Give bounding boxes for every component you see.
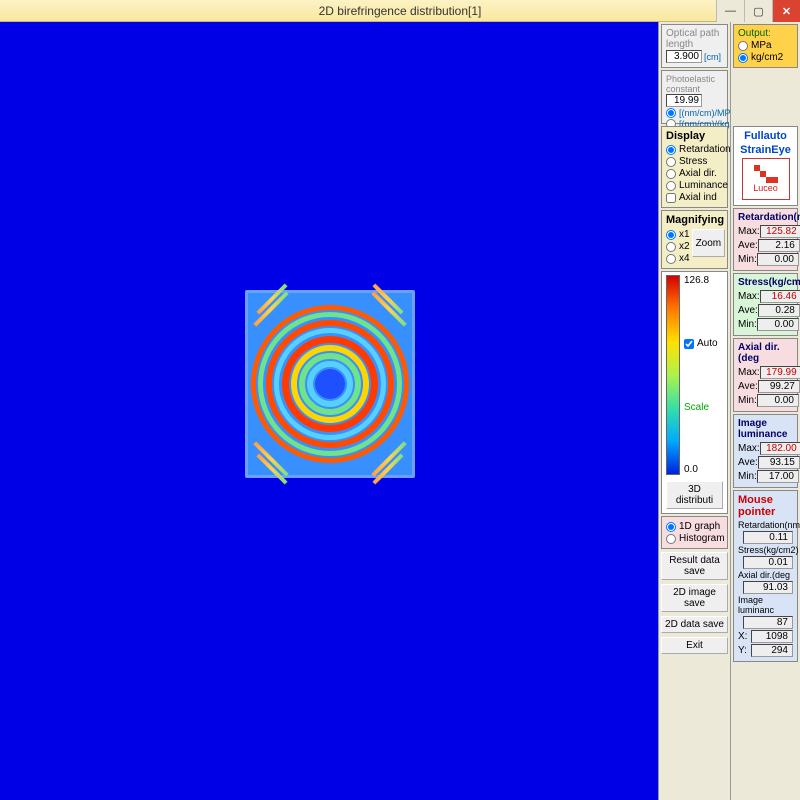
display-panel: Display Retardation Stress Axial dir. Lu… (661, 126, 728, 208)
stress-stats: Stress(kg/cm2) Max:16.46 Ave:0.28 Min:0.… (733, 273, 798, 336)
mag-x2-radio[interactable] (666, 242, 676, 252)
display-title: Display (666, 130, 723, 142)
window-title: 2D birefringence distribution[1] (319, 4, 482, 18)
optical-path-label: Optical path length (666, 28, 723, 50)
magnifying-title: Magnifying (666, 214, 723, 226)
3d-distribution-button[interactable]: 3D distributi (666, 481, 723, 509)
optical-path-panel: Optical path length [cm] (661, 24, 728, 68)
mag-x4-radio[interactable] (666, 254, 676, 264)
mouse-lum: 87 (743, 616, 793, 629)
scale-max: 126.8 (684, 275, 709, 286)
axial-stats: Axial dir.(deg Max:179.99 Ave:99.27 Min:… (733, 338, 798, 412)
luceo-logo: Luceo (742, 158, 790, 200)
exit-button[interactable]: Exit (661, 637, 728, 654)
scale-panel: 126.8 Auto Scale 0.0 3D distributi (661, 271, 728, 514)
close-button[interactable]: ✕ (772, 0, 800, 22)
stress-ave: 0.28 (758, 304, 800, 317)
retardation-stats: Retardation(nm Max:125.82 Ave:2.16 Min:0… (733, 208, 798, 271)
axial-ave: 99.27 (758, 380, 800, 393)
histogram-radio[interactable] (666, 534, 676, 544)
mouse-stress: 0.01 (743, 556, 793, 569)
graph-panel: 1D graph Histogram (661, 516, 728, 549)
retard-max: 125.82 (760, 225, 800, 238)
unit-mpa-radio[interactable] (666, 108, 676, 118)
2d-data-save-button[interactable]: 2D data save (661, 616, 728, 633)
retard-ave: 2.16 (758, 239, 800, 252)
lum-ave: 93.15 (758, 456, 800, 469)
maximize-button[interactable]: ▢ (744, 0, 772, 22)
zoom-button[interactable]: Zoom (692, 229, 726, 257)
output-mpa-radio[interactable] (738, 41, 748, 51)
magnifying-panel: Magnifying x1 x2 x4 Zoom (661, 210, 728, 269)
luminance-stats: Image luminance Max:182.00 Ave:93.15 Min… (733, 414, 798, 488)
minimize-button[interactable]: — (716, 0, 744, 22)
title-bar: 2D birefringence distribution[1] — ▢ ✕ (0, 0, 800, 22)
output-label: Output: (738, 28, 793, 39)
mag-x1-radio[interactable] (666, 230, 676, 240)
optical-unit: [cm] (704, 52, 721, 62)
photoelastic-panel: Photoelastic constant [(nm/cm)/MPa] [(nm… (661, 70, 728, 124)
photoelastic-label: Photoelastic constant (666, 74, 723, 94)
stress-max: 16.46 (760, 290, 800, 303)
scale-min: 0.0 (684, 464, 698, 475)
display-stress-radio[interactable] (666, 157, 676, 167)
mouse-pointer-panel: Mouse pointer Retardation(nm 0.11 Stress… (733, 490, 798, 662)
result-save-button[interactable]: Result data save (661, 552, 728, 580)
mouse-axial: 91.03 (743, 581, 793, 594)
brand-line1: Fullauto (738, 130, 793, 142)
photoelastic-input[interactable] (666, 94, 702, 107)
brand-line2: StrainEye (738, 144, 793, 156)
retard-min: 0.00 (757, 253, 799, 266)
display-retardation-radio[interactable] (666, 145, 676, 155)
axial-max: 179.99 (760, 366, 800, 379)
lum-min: 17.00 (757, 470, 799, 483)
output-kgcm2-radio[interactable] (738, 53, 748, 63)
mouse-retard: 0.11 (743, 531, 793, 544)
optical-path-input[interactable] (666, 50, 702, 63)
stress-min: 0.00 (757, 318, 799, 331)
output-panel: Output: MPa kg/cm2 (733, 24, 798, 68)
axial-min: 0.00 (757, 394, 799, 407)
axial-ind-checkbox[interactable] (666, 193, 676, 203)
2d-image-save-button[interactable]: 2D image save (661, 584, 728, 612)
scale-label: Scale (684, 402, 718, 413)
mouse-y: 294 (751, 644, 793, 657)
sample-image (245, 290, 415, 478)
display-axial-radio[interactable] (666, 169, 676, 179)
1d-graph-radio[interactable] (666, 522, 676, 532)
mouse-x: 1098 (751, 630, 793, 643)
mouse-title: Mouse pointer (738, 494, 793, 518)
lum-max: 182.00 (760, 442, 800, 455)
color-bar (666, 275, 680, 475)
scale-auto-checkbox[interactable] (684, 339, 694, 349)
brand-panel: Fullauto StrainEye Luceo (733, 126, 798, 206)
visualization-canvas[interactable] (0, 22, 658, 800)
display-luminance-radio[interactable] (666, 181, 676, 191)
